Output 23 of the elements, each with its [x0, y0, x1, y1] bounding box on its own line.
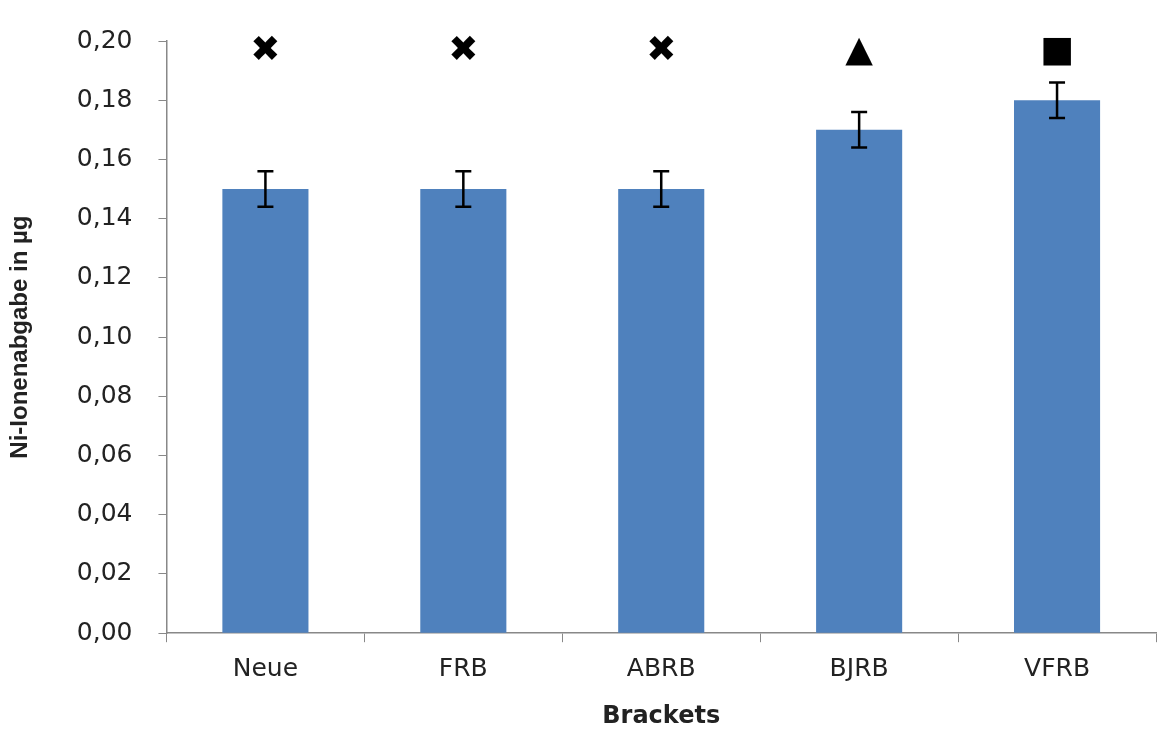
x-tick-label: VFRB — [1024, 652, 1091, 682]
y-tick-label: 0,06 — [76, 439, 133, 469]
y-tick-label: 0,20 — [76, 24, 133, 54]
x-tick-label: FRB — [438, 652, 488, 682]
x-tick-label: Neue — [232, 652, 299, 682]
x-tick-label: BJRB — [829, 652, 889, 682]
annotation: ▲ — [845, 28, 874, 70]
y-tick-label: 0,18 — [76, 83, 133, 113]
y-tick-label: 0,14 — [76, 202, 133, 232]
y-tick-label: 0,04 — [76, 498, 133, 528]
annotation: ✖ — [448, 28, 479, 70]
y-tick-label: 0,08 — [76, 379, 133, 409]
y-tick-label: 0,02 — [76, 557, 133, 587]
y-tick-label: 0,12 — [76, 261, 133, 291]
y-tick-label: 0,16 — [76, 142, 133, 172]
annotation: ✖ — [250, 28, 281, 70]
x-tick-label: ABRB — [626, 652, 696, 682]
y-axis-title: Ni-Ionenabgabe in µg — [5, 215, 33, 459]
y-tick-label: 0,10 — [76, 320, 133, 350]
annotation: ■ — [1040, 28, 1075, 70]
annotation: ✖ — [646, 28, 677, 70]
x-axis-title: Brackets — [602, 700, 721, 729]
y-tick-label: 0,00 — [76, 616, 133, 646]
